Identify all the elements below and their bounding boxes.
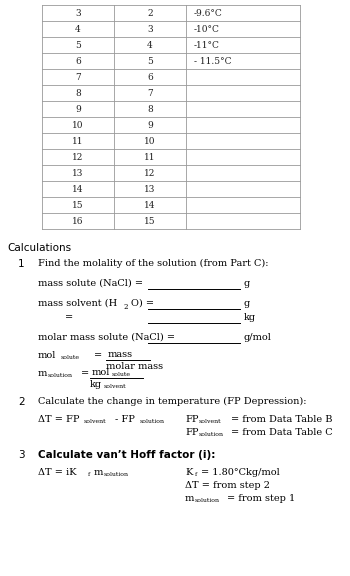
Text: 5: 5 xyxy=(147,56,153,66)
Text: Calculate van’t Hoff factor (i):: Calculate van’t Hoff factor (i): xyxy=(38,450,215,460)
Text: 15: 15 xyxy=(144,217,156,225)
Text: g: g xyxy=(244,279,250,288)
Text: 12: 12 xyxy=(72,153,84,161)
Text: 13: 13 xyxy=(144,184,156,194)
Text: 5: 5 xyxy=(75,40,81,50)
Text: = from Data Table C: = from Data Table C xyxy=(231,428,332,437)
Text: solution: solution xyxy=(48,373,73,378)
Text: Find the molality of the solution (from Part C):: Find the molality of the solution (from … xyxy=(38,259,268,268)
Text: 2: 2 xyxy=(124,303,128,311)
Text: 2: 2 xyxy=(18,397,24,407)
Text: = 1.80°Ckg/mol: = 1.80°Ckg/mol xyxy=(201,468,280,477)
Text: ΔT = FP: ΔT = FP xyxy=(38,415,79,424)
Text: ΔT = iK: ΔT = iK xyxy=(38,468,77,477)
Text: - FP: - FP xyxy=(115,415,135,424)
Text: K: K xyxy=(185,468,192,477)
Text: Calculate the change in temperature (FP Depression):: Calculate the change in temperature (FP … xyxy=(38,397,307,406)
Text: 6: 6 xyxy=(75,56,81,66)
Text: 10: 10 xyxy=(144,137,156,146)
Text: -10°C: -10°C xyxy=(194,25,220,33)
Text: 11: 11 xyxy=(144,153,156,161)
Text: 9: 9 xyxy=(147,120,153,130)
Text: 4: 4 xyxy=(147,40,153,50)
Text: mass: mass xyxy=(108,350,133,359)
Text: 1: 1 xyxy=(18,259,24,269)
Text: mol: mol xyxy=(38,351,56,360)
Text: 10: 10 xyxy=(72,120,84,130)
Text: 14: 14 xyxy=(72,184,84,194)
Text: g/mol: g/mol xyxy=(244,333,272,342)
Text: f: f xyxy=(195,472,197,477)
Text: Calculations: Calculations xyxy=(7,243,71,253)
Text: 8: 8 xyxy=(75,89,81,97)
Text: O) =: O) = xyxy=(131,299,154,308)
Text: 3: 3 xyxy=(75,9,81,17)
Text: solute: solute xyxy=(61,355,80,360)
Text: -9.6°C: -9.6°C xyxy=(194,9,223,17)
Text: molar mass solute (NaCl) =: molar mass solute (NaCl) = xyxy=(38,333,175,342)
Text: mass solvent (H: mass solvent (H xyxy=(38,299,117,308)
Text: ΔT = from step 2: ΔT = from step 2 xyxy=(185,481,270,490)
Text: 15: 15 xyxy=(72,200,84,210)
Text: kg: kg xyxy=(244,313,256,322)
Text: mass solute (NaCl) =: mass solute (NaCl) = xyxy=(38,279,143,288)
Text: 14: 14 xyxy=(144,200,156,210)
Text: FP: FP xyxy=(185,428,198,437)
Text: m: m xyxy=(94,468,103,477)
Text: 8: 8 xyxy=(147,104,153,113)
Text: solvent: solvent xyxy=(84,419,107,424)
Text: solution: solution xyxy=(199,432,224,437)
Text: 12: 12 xyxy=(144,169,156,177)
Text: m: m xyxy=(38,369,47,378)
Text: kg: kg xyxy=(90,380,102,389)
Text: =: = xyxy=(65,313,73,322)
Text: 6: 6 xyxy=(147,73,153,81)
Text: g: g xyxy=(244,299,250,308)
Text: molar mass: molar mass xyxy=(106,362,163,371)
Text: 16: 16 xyxy=(72,217,84,225)
Text: 2: 2 xyxy=(147,9,153,17)
Text: = from Data Table B: = from Data Table B xyxy=(231,415,332,424)
Text: 11: 11 xyxy=(72,137,84,146)
Text: =: = xyxy=(81,369,89,378)
Text: solution: solution xyxy=(195,498,220,503)
Text: mol: mol xyxy=(92,368,110,377)
Text: solvent: solvent xyxy=(199,419,222,424)
Text: - 11.5°C: - 11.5°C xyxy=(194,56,231,66)
Text: solution: solution xyxy=(104,472,129,477)
Text: 9: 9 xyxy=(75,104,81,113)
Text: m: m xyxy=(185,494,194,503)
Text: f: f xyxy=(88,472,90,477)
Text: -11°C: -11°C xyxy=(194,40,220,50)
Text: 7: 7 xyxy=(75,73,81,81)
Text: FP: FP xyxy=(185,415,198,424)
Text: 3: 3 xyxy=(18,450,24,460)
Text: 13: 13 xyxy=(72,169,84,177)
Text: 3: 3 xyxy=(147,25,153,33)
Text: 4: 4 xyxy=(75,25,81,33)
Text: 7: 7 xyxy=(147,89,153,97)
Text: = from step 1: = from step 1 xyxy=(227,494,295,503)
Text: solution: solution xyxy=(140,419,165,424)
Text: solvent: solvent xyxy=(104,384,127,389)
Text: solute: solute xyxy=(112,372,131,377)
Text: =: = xyxy=(94,351,102,360)
